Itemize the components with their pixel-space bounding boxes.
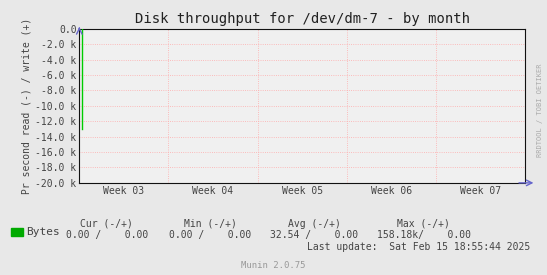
Text: Bytes: Bytes: [26, 227, 60, 237]
Text: Last update:  Sat Feb 15 18:55:44 2025: Last update: Sat Feb 15 18:55:44 2025: [307, 242, 531, 252]
Text: 0.00 /    0.00: 0.00 / 0.00: [170, 230, 252, 240]
Text: Avg (-/+): Avg (-/+): [288, 219, 341, 229]
Y-axis label: Pr second read (-) / write (+): Pr second read (-) / write (+): [21, 18, 31, 194]
Text: 0.00 /    0.00: 0.00 / 0.00: [66, 230, 148, 240]
Text: Munin 2.0.75: Munin 2.0.75: [241, 261, 306, 270]
Text: 32.54 /    0.00: 32.54 / 0.00: [270, 230, 359, 240]
Text: Max (-/+): Max (-/+): [398, 219, 450, 229]
Text: 158.18k/    0.00: 158.18k/ 0.00: [377, 230, 471, 240]
Text: Min (-/+): Min (-/+): [184, 219, 237, 229]
Text: RRDTOOL / TOBI OETIKER: RRDTOOL / TOBI OETIKER: [537, 63, 543, 157]
Text: Cur (-/+): Cur (-/+): [80, 219, 133, 229]
Title: Disk throughput for /dev/dm-7 - by month: Disk throughput for /dev/dm-7 - by month: [135, 12, 470, 26]
